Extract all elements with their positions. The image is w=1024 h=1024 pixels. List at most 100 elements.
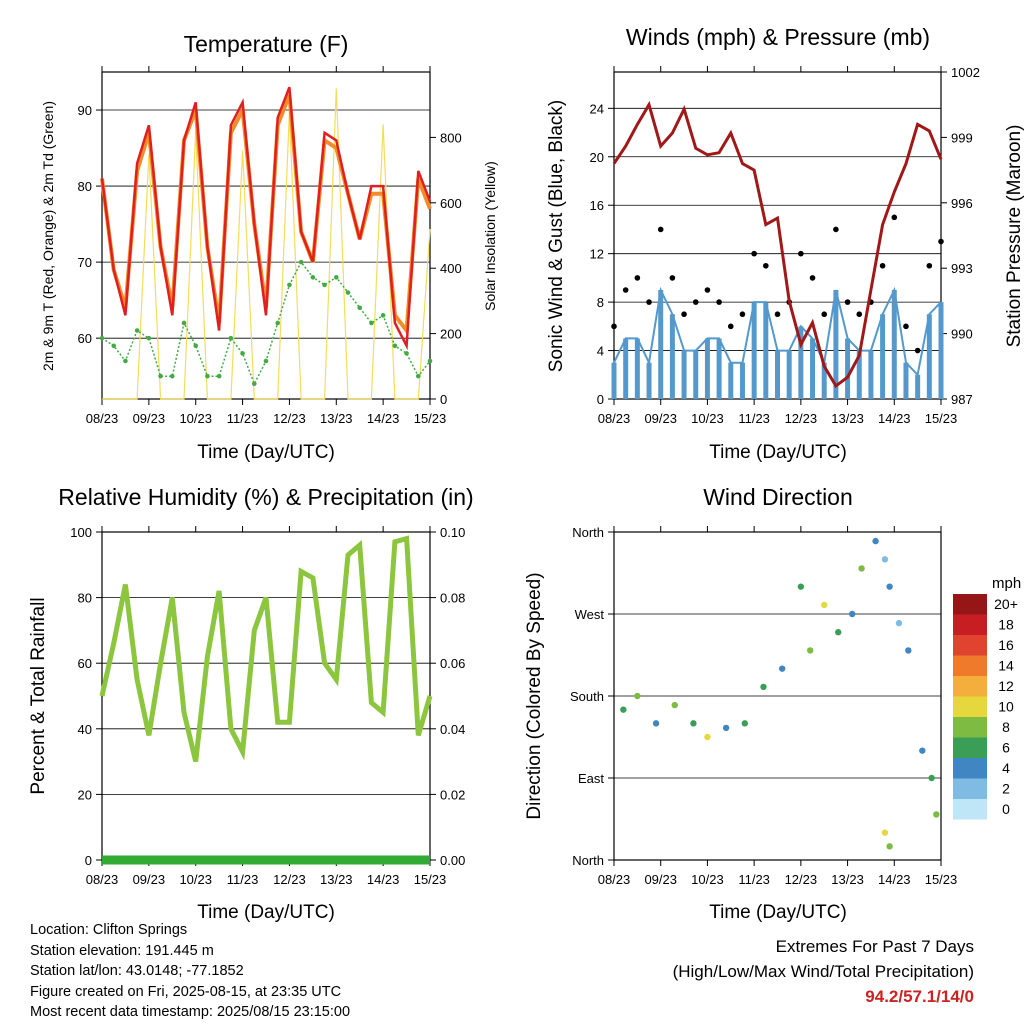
y-tick-label: 4 [597,344,604,359]
legend-swatch [953,594,987,615]
wind-series-line [613,286,942,377]
y2-tick-label: 800 [440,130,462,145]
td-point [427,358,433,364]
winds-title: Winds (mph) & Pressure (mb) [626,24,930,50]
y-tick-label: North [572,525,604,540]
gust-point [681,311,687,318]
legend-label: 8 [1002,719,1010,735]
gust-point [692,299,699,305]
y2-tick-label: 0.02 [440,787,465,802]
info-latlon: Station lat/lon: 43.0148; -77.1852 [30,963,244,979]
x-tick-label: 15/23 [925,872,958,887]
t2m-series-line [100,86,432,351]
y-tick-label: South [570,689,604,704]
gust-point [657,226,664,233]
x-tick-label: 08/23 [598,411,631,426]
direction-point [620,706,627,713]
y2-tick-label: 996 [951,196,973,211]
extremes-values: 94.2/57.1/14/0 [865,987,974,1006]
x-tick-label: 12/23 [273,872,306,887]
gust-point [844,299,851,305]
x-tick-label: 10/23 [691,872,724,887]
winds-xlabel: Time (Day/UTC) [709,442,847,463]
direction-point [886,843,893,850]
x-tick-label: 15/23 [925,411,958,426]
gust-point [938,238,944,245]
gust-point [739,311,746,318]
x-tick-label: 11/23 [738,872,770,887]
y-tick-label: West [575,607,605,622]
gust-point [809,275,816,281]
y2-tick-label: 999 [951,130,973,145]
y2-tick-label: 0.04 [440,722,465,737]
legend-swatch [953,717,987,738]
y2-tick-label: 200 [440,327,462,342]
legend-label: 20+ [994,596,1018,612]
direction-point [704,733,711,741]
gust-point [704,287,711,293]
legend-label: 2 [1002,781,1010,797]
wind-direction-xlabel: Time (Day/UTC) [709,902,847,923]
direction-point [741,720,748,727]
direction-point [760,683,767,691]
td-series-line [101,260,431,386]
gust-point [751,250,757,257]
y2-tick-label: 0 [440,392,447,407]
humidity-panel: Relative Humidity (%) & Precipitation (i… [28,484,474,923]
x-tick-label: 13/23 [320,411,353,426]
legend-label: 10 [998,699,1014,715]
legend-swatch [953,655,987,676]
gust-point [856,311,863,318]
gust-point [774,311,781,318]
info-elevation: Station elevation: 191.445 m [30,942,214,959]
temperature-ylabel: 2m & 9m T (Red, Orange) & 2m Td (Green) [40,101,56,371]
gust-point [646,299,652,305]
y2-tick-label: 990 [951,327,973,342]
x-tick-label: 13/23 [831,872,864,887]
winds-y2label: Station Pressure (Maroon) [1004,125,1024,348]
x-tick-label: 09/23 [133,411,166,426]
direction-point [690,720,697,727]
y-tick-label: 12 [590,247,604,262]
legend-swatch [953,799,987,820]
legend-swatch [953,635,987,656]
legend-swatch [953,758,987,779]
y-tick-label: North [572,853,604,868]
td-point [169,373,175,379]
gust-point [879,262,886,269]
temperature-title: Temperature (F) [184,31,349,57]
y-tick-label: 100 [70,525,92,540]
direction-point [797,583,805,590]
legend-swatch [953,737,987,758]
info-location: Location: Clifton Springs [30,922,188,938]
wind-direction-title: Wind Direction [703,484,853,510]
humidity-ylabel: Percent & Total Rainfall [28,597,49,794]
x-tick-label: 12/23 [785,872,818,887]
direction-point [634,692,641,700]
direction-point [872,537,879,545]
gust-point [611,323,617,330]
x-tick-label: 10/23 [179,411,212,426]
gust-point [891,214,898,221]
winds-panel: Winds (mph) & Pressure (mb) 0 4 8 12 16 20 24 9… [546,24,1024,463]
gust-point [669,275,676,281]
x-tick-label: 09/23 [644,872,677,887]
legend-label: 0 [1002,801,1010,817]
gust-point [716,299,722,305]
y-tick-label: 80 [78,179,92,194]
direction-point [821,601,828,609]
x-tick-label: 11/23 [227,411,259,426]
y-tick-label: 80 [78,591,92,606]
y-tick-label: 90 [78,103,92,118]
direction-point [928,774,935,782]
x-tick-label: 13/23 [320,872,353,887]
extremes-box: Extremes For Past 7 Days (High/Low/Max W… [673,934,974,1009]
legend-swatch [953,676,987,697]
pressure-series-line [612,100,943,389]
x-tick-label: 09/23 [644,411,677,426]
temperature-xlabel: Time (Day/UTC) [197,442,335,463]
y-tick-label: 16 [590,198,604,213]
gust-point [926,262,933,269]
y2-tick-label: 400 [440,261,462,276]
